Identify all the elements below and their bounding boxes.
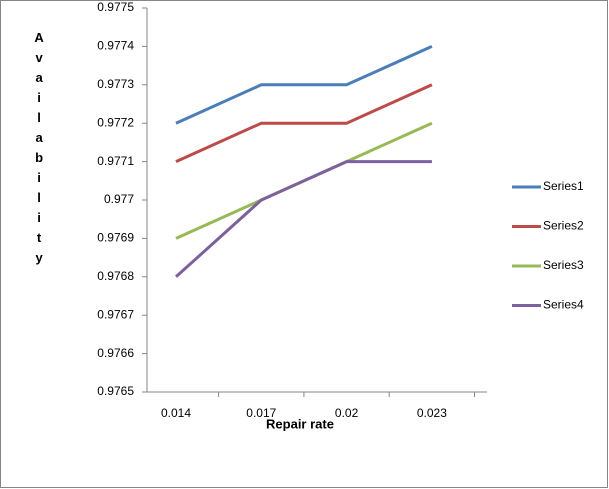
legend-label: Series2 — [543, 219, 584, 233]
y-tick-label: 0.9767 — [97, 307, 134, 321]
legend-label: Series3 — [543, 258, 584, 272]
y-axis-title: Availability — [32, 30, 47, 270]
y-tick-label: 0.9773 — [97, 77, 134, 91]
series-line — [175, 45, 433, 125]
y-tick-label: 0.977 — [104, 192, 134, 206]
y-tick-label: 0.9771 — [97, 154, 134, 168]
x-tick-label: 0.017 — [246, 406, 276, 420]
y-tick-label: 0.9774 — [97, 39, 134, 53]
legend-label: Series1 — [543, 179, 584, 193]
x-tick-label: 0.02 — [335, 406, 359, 420]
series-line — [175, 83, 433, 163]
y-tick-label: 0.9775 — [97, 0, 134, 14]
y-tick-label: 0.9766 — [97, 346, 134, 360]
x-tick-label: 0.014 — [161, 406, 191, 420]
x-axis-title: Repair rate — [266, 416, 334, 431]
series-line — [174, 160, 432, 278]
y-tick-label: 0.9765 — [97, 384, 134, 398]
y-tick-label: 0.9769 — [97, 231, 134, 245]
legend-label: Series4 — [543, 298, 584, 312]
y-tick-label: 0.9768 — [97, 269, 134, 283]
x-tick-label: 0.023 — [417, 406, 447, 420]
y-tick-label: 0.9772 — [97, 115, 134, 129]
